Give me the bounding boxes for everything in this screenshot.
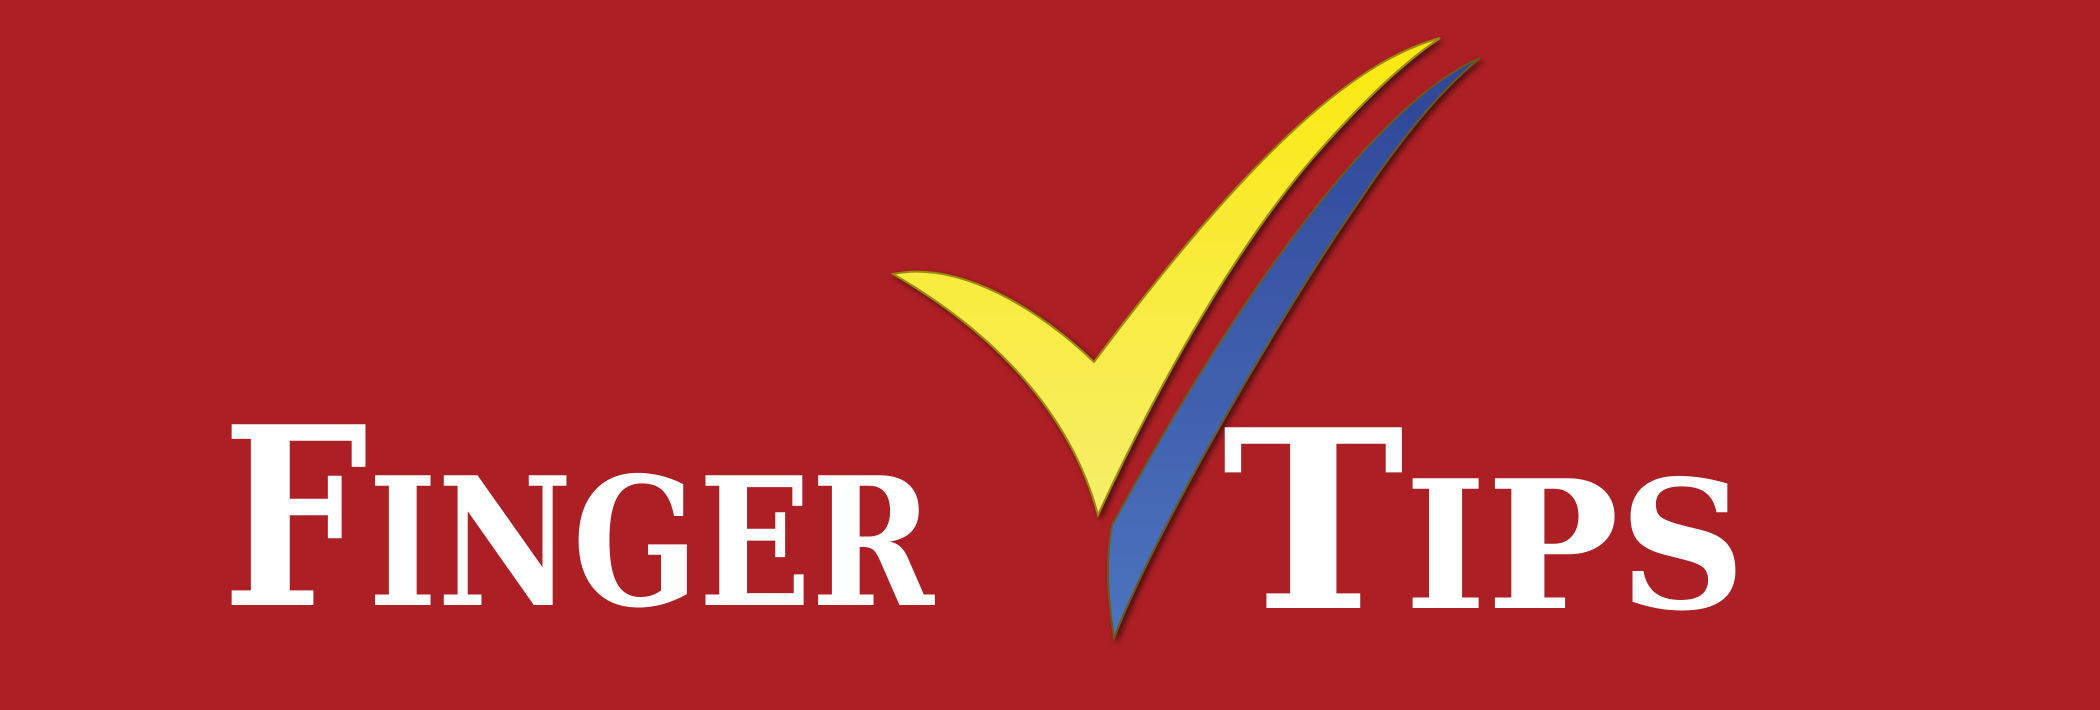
- word-tips-rest: IPS: [1404, 441, 1746, 650]
- word-finger-rest: INGER: [368, 438, 935, 647]
- word-finger-cap: F: [222, 373, 368, 664]
- word-finger: FINGER: [222, 373, 935, 664]
- word-tips-cap: T: [1222, 376, 1404, 667]
- checkmark-blue-stroke: [1106, 57, 1481, 642]
- checkmark-yellow: [890, 37, 1441, 518]
- word-tips: TIPS: [1222, 376, 1746, 667]
